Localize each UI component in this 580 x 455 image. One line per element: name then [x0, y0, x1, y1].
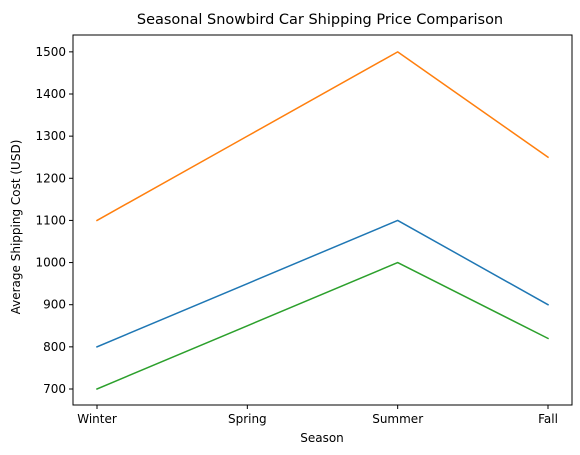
y-tick-label: 1100 [35, 213, 66, 227]
y-tick-label: 800 [43, 340, 66, 354]
y-tick-label: 1300 [35, 129, 66, 143]
x-axis-label: Season [300, 431, 344, 445]
series-line-1 [96, 219, 550, 348]
x-tick-label: Winter [77, 412, 117, 426]
x-tick-label: Spring [228, 412, 267, 426]
y-tick-label: 900 [43, 298, 66, 312]
series-layer [95, 51, 550, 390]
x-tick-label: Summer [372, 412, 423, 426]
series-line-2 [95, 51, 550, 222]
y-tick-label: 1400 [35, 87, 66, 101]
x-tick-label: Fall [538, 412, 558, 426]
y-tick-label: 700 [43, 382, 66, 396]
axes-layer: 700 800 900 1000 1100 1200 1300 1400 1500 Winter S… [35, 34, 573, 426]
y-axis-label: Average Shipping Cost (USD) [9, 140, 23, 315]
y-tick-label: 1200 [35, 171, 66, 185]
chart-title: Seasonal Snowbird Car Shipping Price Com… [137, 12, 503, 28]
plot-frame [72, 34, 573, 406]
y-tick-label: 1500 [35, 45, 66, 59]
series-line-3 [96, 261, 550, 390]
y-tick-label: 1000 [35, 256, 66, 270]
